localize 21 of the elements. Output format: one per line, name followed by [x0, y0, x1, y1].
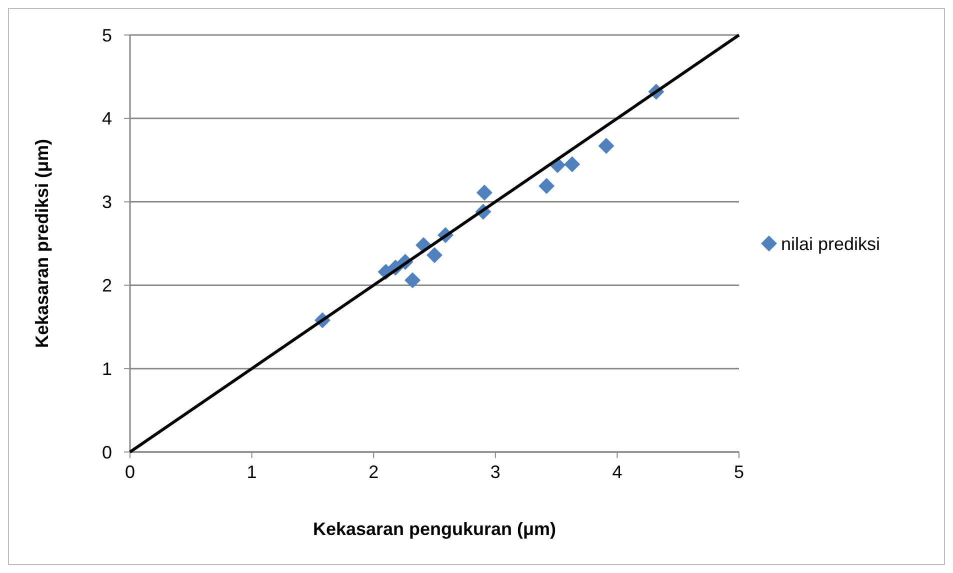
x-tick-label: 0: [124, 462, 136, 482]
x-tick-label: 4: [612, 462, 622, 482]
x-tick-label: 5: [734, 462, 744, 482]
x-axis-title: Kekasaran pengukuran (μm): [312, 519, 556, 539]
point: [404, 272, 421, 288]
y-tick-label: 3: [102, 192, 112, 212]
point: [426, 247, 442, 264]
y-tick-label: 2: [102, 276, 112, 296]
x-tick-label: 3: [490, 462, 500, 482]
y-axis-title: Kekasaran prediksi (μm): [32, 138, 52, 348]
y-tick-label: 5: [102, 25, 112, 46]
x-tick-label: 1: [246, 462, 257, 482]
point: [598, 138, 614, 154]
legend-label: nilai prediksi: [781, 234, 880, 254]
point: [538, 178, 555, 194]
point: [564, 156, 580, 172]
y-tick-label: 4: [102, 108, 112, 129]
y-tick-label: 0: [102, 442, 112, 462]
y-tick-label: 1: [102, 358, 112, 379]
point: [476, 184, 492, 201]
x-tick-label: 2: [368, 462, 379, 482]
